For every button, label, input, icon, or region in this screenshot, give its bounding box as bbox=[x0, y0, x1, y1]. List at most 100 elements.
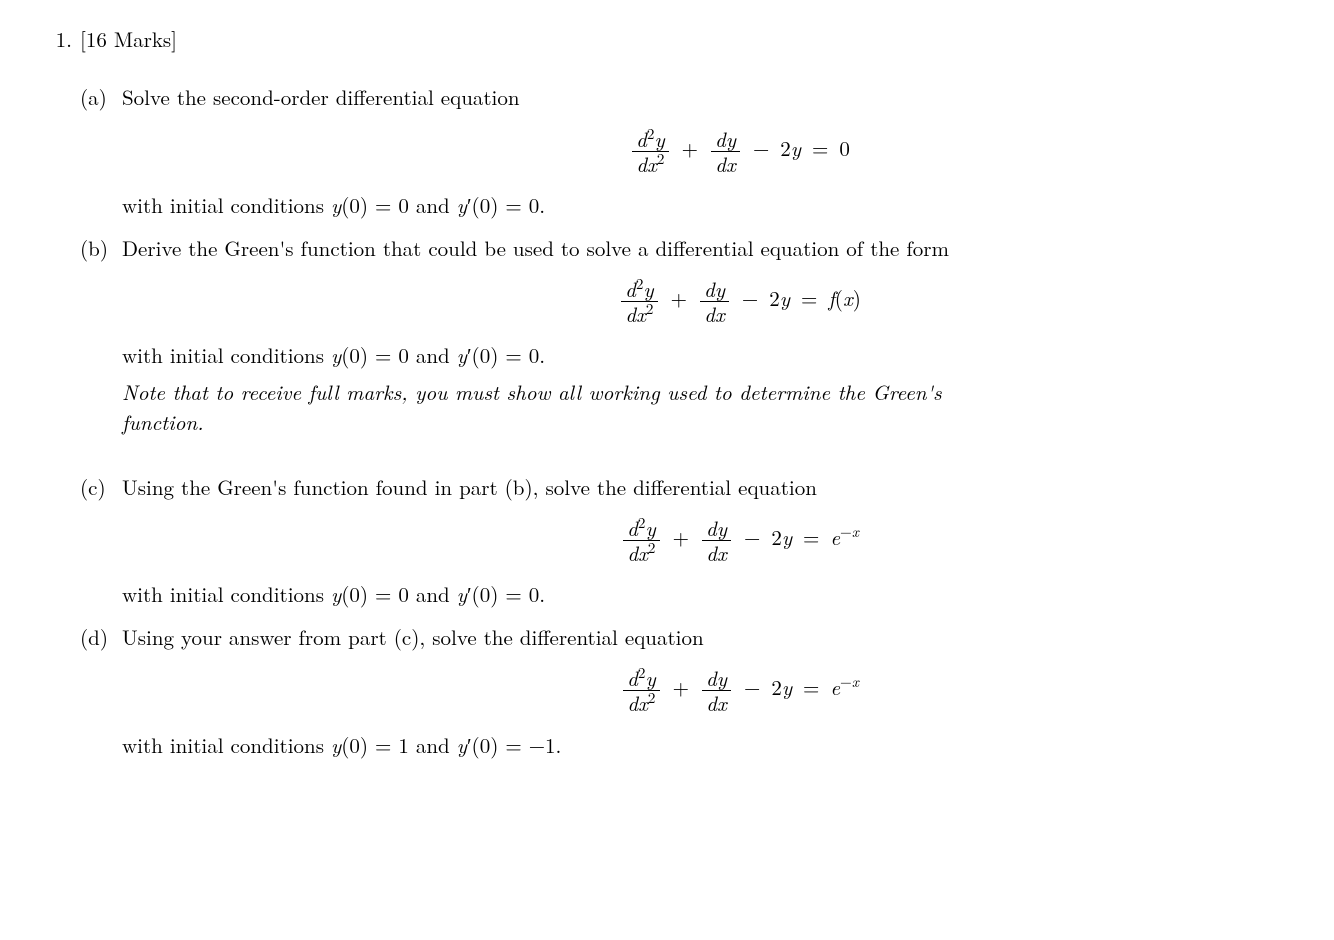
part-c-lead: Using the Green's function found in part… bbox=[122, 472, 1334, 502]
ic-yp0: (0) = −1. bbox=[472, 730, 562, 760]
math-e: e bbox=[830, 522, 840, 552]
ic-y: y bbox=[331, 579, 341, 609]
frac-d2y-dx2: d2y dx2 bbox=[632, 127, 669, 176]
part-c-body: Using the Green's function found in part… bbox=[122, 472, 1334, 610]
part-a-equation: d2y dx2 + dy dx − 2y = 0 bbox=[122, 127, 1334, 176]
part-c-equation: d2y dx2 + dy dx − 2y = e−x bbox=[122, 516, 1334, 565]
part-a-body: Solve the second-order differential equa… bbox=[122, 82, 1334, 220]
math-sup-2: 2 bbox=[648, 687, 656, 708]
part-b-equation: d2y dx2 + dy dx − 2y = f(x) bbox=[122, 277, 1334, 326]
math-exp-minus: − bbox=[840, 671, 852, 692]
ic-y0: (0) = 0 bbox=[341, 190, 409, 220]
math-plus: + bbox=[682, 133, 698, 163]
part-b-ic: with initial conditions y(0) = 0 and y′(… bbox=[122, 340, 1334, 370]
frac-d2y-dx2: d2y dx2 bbox=[623, 666, 660, 715]
math-2: 2 bbox=[769, 283, 780, 313]
math-x: x bbox=[638, 688, 648, 718]
math-d: d bbox=[704, 299, 715, 329]
frac-dy-dx: dy dx bbox=[711, 127, 740, 176]
math-plus: + bbox=[673, 522, 689, 552]
part-d: (d) Using your answer from part (c), sol… bbox=[80, 622, 1334, 760]
math-exp-minus: − bbox=[840, 521, 852, 542]
math-x: x bbox=[638, 538, 648, 568]
math-d: d bbox=[636, 149, 647, 179]
ic-yp0: (0) = 0. bbox=[472, 579, 546, 609]
part-b: (b) Derive the Green's function that cou… bbox=[80, 233, 1334, 438]
ic-and: and bbox=[409, 730, 457, 760]
ic-yp0: (0) = 0. bbox=[472, 340, 546, 370]
ic-y0: (0) = 0 bbox=[341, 340, 409, 370]
math-minus: − bbox=[753, 133, 769, 163]
ic-yp0: (0) = 0. bbox=[472, 190, 546, 220]
math-minus: − bbox=[744, 672, 760, 702]
question-number: 1. bbox=[24, 24, 80, 54]
part-c: (c) Using the Green's function found in … bbox=[80, 472, 1334, 610]
ic-y0: (0) = 1 bbox=[341, 730, 409, 760]
math-x: x bbox=[715, 299, 725, 329]
math-e: e bbox=[830, 672, 840, 702]
part-b-lead: Derive the Green's function that could b… bbox=[122, 233, 1334, 263]
part-c-label: (c) bbox=[80, 472, 122, 502]
ic-y: y bbox=[457, 579, 467, 609]
question-marks: [16 Marks] bbox=[80, 24, 1334, 54]
frac-dy-dx: dy dx bbox=[702, 516, 731, 565]
math-y: y bbox=[780, 283, 790, 313]
math-x: x bbox=[717, 538, 727, 568]
frac-dy-dx: dy dx bbox=[702, 666, 731, 715]
parts-container: (a) Solve the second-order differential … bbox=[80, 82, 1334, 760]
ic-pre: with initial conditions bbox=[122, 340, 331, 370]
part-c-ic: with initial conditions y(0) = 0 and y′(… bbox=[122, 579, 1334, 609]
math-eq: = bbox=[803, 672, 819, 702]
frac-d2y-dx2: d2y dx2 bbox=[623, 516, 660, 565]
math-minus: − bbox=[742, 283, 758, 313]
math-y: y bbox=[791, 133, 801, 163]
part-d-equation: d2y dx2 + dy dx − 2y = e−x bbox=[122, 666, 1334, 715]
question-header: 1. [16 Marks] bbox=[24, 24, 1334, 54]
math-2: 2 bbox=[771, 672, 782, 702]
math-rhs: 0 bbox=[839, 133, 850, 163]
math-eq: = bbox=[801, 283, 817, 313]
ic-pre: with initial conditions bbox=[122, 579, 331, 609]
ic-y: y bbox=[331, 730, 341, 760]
part-a: (a) Solve the second-order differential … bbox=[80, 82, 1334, 220]
ic-and: and bbox=[409, 579, 457, 609]
part-b-body: Derive the Green's function that could b… bbox=[122, 233, 1334, 438]
math-2: 2 bbox=[771, 522, 782, 552]
part-d-lead: Using your answer from part (c), solve t… bbox=[122, 622, 1334, 652]
math-d: d bbox=[715, 149, 726, 179]
part-a-ic: with initial conditions y(0) = 0 and y′(… bbox=[122, 190, 1334, 220]
math-sup-2: 2 bbox=[657, 148, 665, 169]
part-a-label: (a) bbox=[80, 82, 122, 112]
math-x: x bbox=[843, 283, 853, 313]
ic-y: y bbox=[331, 340, 341, 370]
ic-y: y bbox=[457, 730, 467, 760]
ic-y0: (0) = 0 bbox=[341, 579, 409, 609]
math-d: d bbox=[625, 299, 636, 329]
math-x: x bbox=[717, 688, 727, 718]
math-x: x bbox=[726, 149, 736, 179]
math-paren-open: ( bbox=[835, 283, 843, 313]
math-d: d bbox=[627, 538, 638, 568]
math-y: y bbox=[782, 672, 792, 702]
frac-dy-dx: dy dx bbox=[700, 277, 729, 326]
part-d-label: (d) bbox=[80, 622, 122, 652]
math-eq: = bbox=[803, 522, 819, 552]
ic-y: y bbox=[331, 190, 341, 220]
math-y: y bbox=[782, 522, 792, 552]
frac-d2y-dx2: d2y dx2 bbox=[621, 277, 658, 326]
math-plus: + bbox=[671, 283, 687, 313]
math-minus: − bbox=[744, 522, 760, 552]
math-x: x bbox=[636, 299, 646, 329]
part-a-lead: Solve the second-order differential equa… bbox=[122, 82, 1334, 112]
math-sup-2: 2 bbox=[646, 298, 654, 319]
math-x: x bbox=[647, 149, 657, 179]
ic-y: y bbox=[457, 190, 467, 220]
math-exp-x: x bbox=[852, 671, 859, 692]
ic-pre: with initial conditions bbox=[122, 730, 331, 760]
ic-and: and bbox=[409, 190, 457, 220]
math-2: 2 bbox=[780, 133, 791, 163]
math-sup-2: 2 bbox=[648, 537, 656, 558]
math-eq: = bbox=[812, 133, 828, 163]
part-d-ic: with initial conditions y(0) = 1 and y′(… bbox=[122, 730, 1334, 760]
part-b-note-line1: Note that to receive full marks, you mus… bbox=[122, 377, 1334, 407]
